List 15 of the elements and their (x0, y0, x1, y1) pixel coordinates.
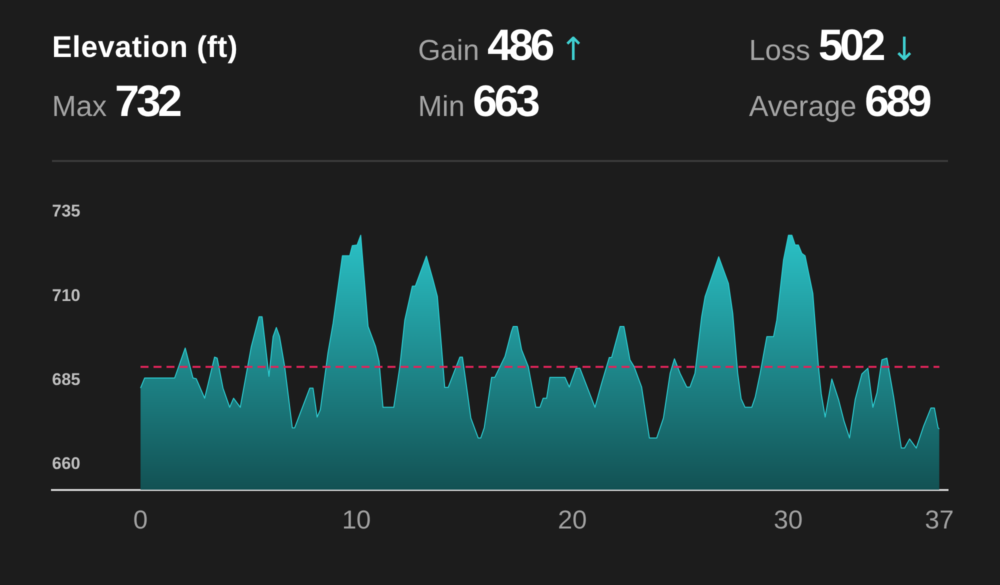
text: Loss 502 ↓ (749, 21, 918, 70)
chart-title: Elevation (ft) (52, 31, 238, 64)
text: Max 732 (52, 77, 180, 126)
x-tick-label: 37 (924, 504, 954, 535)
text: Min 663 (418, 77, 538, 126)
text: Gain 486 ↑ (418, 21, 587, 70)
y-tick-label: 710 (52, 286, 80, 305)
y-tick-label: 685 (52, 370, 80, 390)
x-tick-label: 0 (133, 504, 148, 535)
text: Average 689 (749, 77, 929, 126)
y-tick-label: 735 (52, 202, 80, 221)
y-tick-label: 660 (52, 454, 80, 474)
x-tick-label: 30 (774, 504, 803, 535)
x-tick-label: 20 (558, 504, 587, 535)
x-tick-label: 10 (342, 504, 371, 535)
